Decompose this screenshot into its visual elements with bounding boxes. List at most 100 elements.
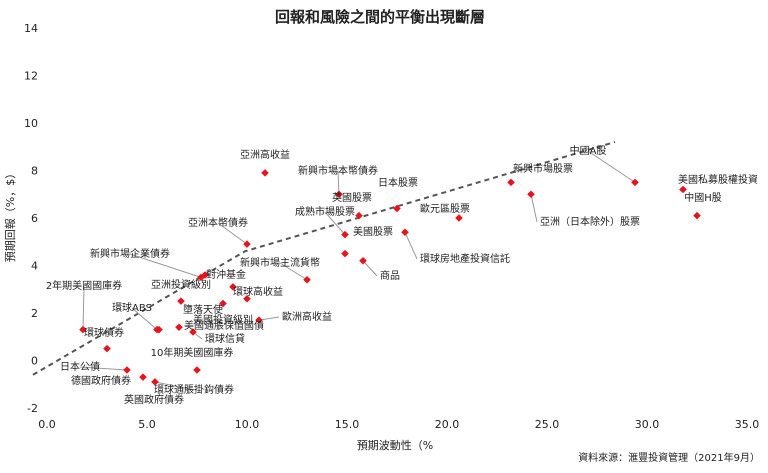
- x-tick-label: 35.0: [735, 418, 760, 431]
- data-point: [355, 211, 363, 220]
- data-point: [177, 297, 185, 305]
- data-point: [255, 316, 263, 324]
- point-label: 2年期美國國庫券: [46, 279, 122, 292]
- data-point: [341, 249, 349, 258]
- point-label: 對沖基金: [206, 268, 246, 281]
- point-label: 亞洲投資級別: [151, 278, 211, 291]
- data-point: [123, 366, 131, 374]
- point-label: 美國私募股權投資: [678, 173, 758, 186]
- trend-line: [32, 141, 616, 376]
- leader-line: [279, 262, 308, 281]
- y-tick-label: 2: [31, 307, 38, 320]
- point-label: 環球高收益: [233, 285, 283, 298]
- x-tick-label: 20.0: [435, 418, 460, 431]
- y-tick-label: 10: [24, 117, 38, 130]
- point-label: 歐洲高收益: [282, 310, 332, 323]
- point-label: 墮落天使: [183, 303, 223, 316]
- point-label: 環球房地產投資信託: [420, 252, 510, 265]
- y-axis-tick-labels: -2 0 2 4 6 8 10 12 14: [24, 22, 38, 415]
- data-point: [189, 328, 197, 336]
- trend-line-group: [32, 141, 616, 376]
- data-point: [401, 228, 409, 237]
- point-label: 日本股票: [378, 176, 418, 189]
- data-point: [341, 230, 349, 239]
- point-label: 新興市場主流貨幣: [240, 256, 320, 269]
- point-label: 新興市場股票: [513, 162, 573, 175]
- leader-line: [82, 285, 85, 330]
- data-point: [243, 294, 251, 303]
- leader-line: [530, 194, 538, 223]
- point-label: 亞洲（日本除外）股票: [540, 215, 640, 228]
- data-point: [103, 344, 111, 353]
- point-label: 英國政府債券: [124, 393, 184, 406]
- point-label: 10年期美國國庫券: [151, 346, 234, 359]
- point-label: 中國A股: [570, 144, 607, 157]
- leader-line: [404, 232, 418, 260]
- data-point: [693, 211, 701, 220]
- data-point: [243, 240, 251, 248]
- data-point: [155, 325, 163, 334]
- leader-line: [79, 366, 128, 371]
- point-label: 亞洲高收益: [240, 148, 290, 161]
- y-tick-label: 0: [31, 355, 38, 368]
- data-point: [175, 323, 183, 332]
- point-label: 環球ABS: [112, 301, 152, 314]
- y-tick-label: -2: [27, 402, 38, 415]
- data-point: [393, 204, 401, 213]
- data-point: [229, 283, 237, 291]
- x-tick-label: 15.0: [335, 418, 360, 431]
- data-point: [303, 275, 311, 284]
- point-label: 美國股票: [353, 225, 393, 238]
- chart-title: 回報和風險之間的平衡出現斷層: [275, 8, 485, 26]
- point-label: 美國通脹保值國債: [184, 319, 264, 332]
- point-label: 環球信貸: [205, 332, 245, 345]
- point-label: 中國H股: [684, 191, 722, 204]
- x-tick-label: 25.0: [535, 418, 560, 431]
- leader-line: [217, 222, 248, 245]
- y-tick-label: 6: [31, 212, 38, 225]
- x-tick-label: 30.0: [635, 418, 660, 431]
- data-points: [79, 169, 701, 386]
- y-tick-label: 14: [24, 22, 38, 35]
- data-point: [455, 214, 463, 222]
- leader-line: [337, 170, 340, 195]
- point-label: 環球債券: [84, 326, 124, 339]
- leader-line: [587, 150, 636, 183]
- leader-line: [324, 211, 346, 235]
- data-point: [219, 299, 227, 308]
- point-label: 美國投資級別: [193, 313, 253, 326]
- point-label: 德國政府債券: [71, 374, 131, 387]
- point-label: 新興市場企業債券: [90, 247, 170, 260]
- y-tick-label: 8: [31, 165, 38, 178]
- leader-line: [129, 253, 202, 278]
- point-label: 英國股票: [332, 191, 372, 204]
- point-label: 成熟市場股票: [295, 205, 355, 218]
- data-point: [507, 178, 515, 187]
- source-note: 資料來源：滙豐投資管理（2021年9月）: [578, 451, 760, 464]
- data-point: [79, 325, 87, 334]
- point-label: 歐元區股票: [420, 202, 470, 215]
- leader-line: [154, 381, 195, 391]
- x-tick-label: 5.0: [138, 418, 156, 431]
- leader-line: [131, 307, 158, 331]
- x-axis-tick-labels: 0.0 5.0 10.0 15.0 20.0 25.0 30.0 35.0: [38, 418, 759, 431]
- x-axis-title: 預期波動性（%: [357, 438, 433, 452]
- point-label: 新興市場本幣債券: [298, 164, 378, 177]
- x-tick-label: 10.0: [235, 418, 260, 431]
- y-tick-label: 4: [31, 260, 38, 273]
- data-point: [679, 185, 687, 194]
- data-point: [261, 169, 269, 177]
- data-point: [631, 178, 639, 187]
- data-point: [527, 190, 535, 199]
- data-point: [139, 373, 147, 381]
- y-tick-label: 12: [24, 70, 38, 83]
- point-label: 商品: [380, 269, 400, 282]
- leader-line: [258, 316, 280, 321]
- data-point: [359, 256, 367, 265]
- x-tick-label: 0.0: [38, 418, 56, 431]
- point-label: 日本公債: [60, 360, 100, 373]
- data-point: [151, 378, 159, 386]
